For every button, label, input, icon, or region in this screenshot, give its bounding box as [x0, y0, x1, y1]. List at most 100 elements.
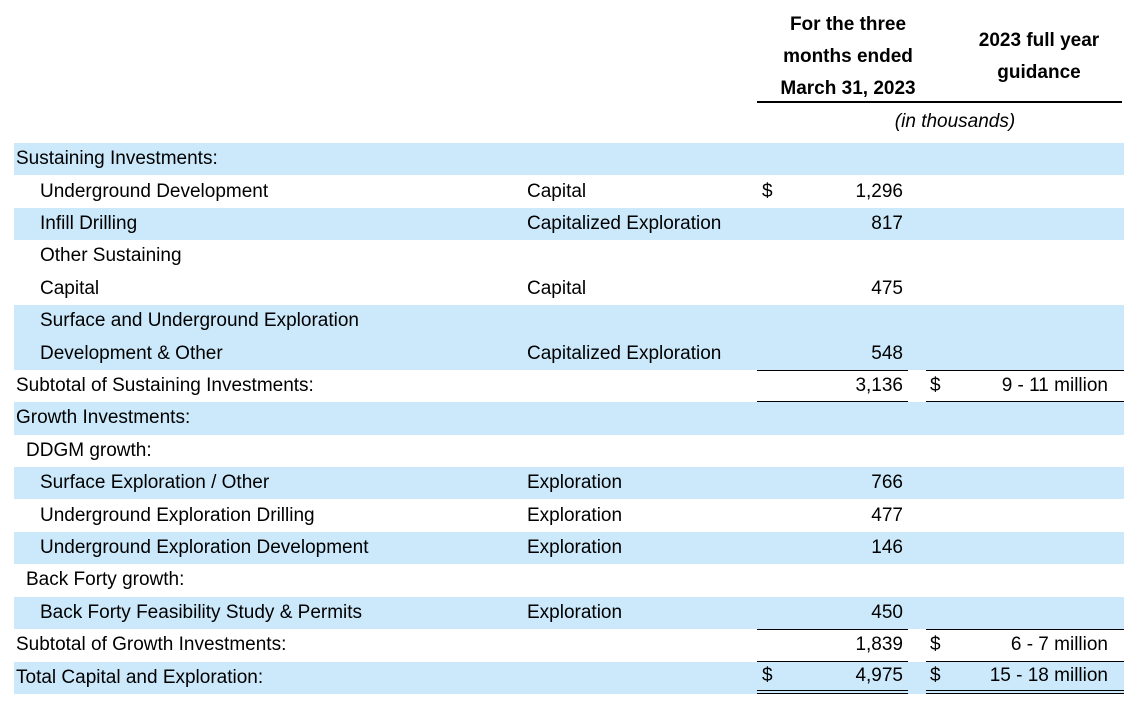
row-amount-cell: 475 — [757, 273, 908, 305]
row-amount-cell — [757, 402, 908, 434]
row-guidance-cell — [926, 597, 1124, 629]
table-row: DDGM growth: — [14, 435, 1124, 467]
row-category — [527, 629, 757, 661]
table-row: Back Forty Feasibility Study & Permits Ex… — [14, 596, 1124, 630]
row-label: Total Capital and Exploration: — [16, 666, 264, 688]
dollar-sign: $ — [930, 375, 941, 397]
row-amount-cell — [757, 564, 908, 596]
header-guidance-line: guidance — [997, 62, 1081, 83]
row-label: Growth Investments: — [16, 407, 191, 429]
row-category — [527, 435, 757, 467]
column-gap — [908, 467, 926, 499]
row-amount: 548 — [871, 342, 903, 364]
table-row: Surface Exploration / Other Exploration 76… — [14, 467, 1124, 500]
row-guidance-cell: $9 - 11 million — [926, 369, 1124, 403]
header-guidance-column: 2023 full year guidance — [944, 25, 1134, 89]
header-period-column: For the three months ended March 31, 202… — [752, 9, 944, 105]
row-amount-cell: 766 — [757, 467, 908, 499]
header-period-line: March 31, 2023 — [780, 78, 916, 99]
row-guidance: 15 - 18 million — [989, 664, 1108, 686]
row-amount: 450 — [871, 601, 903, 623]
row-amount: 146 — [871, 537, 903, 559]
row-guidance: 6 - 7 million — [1010, 634, 1108, 656]
dollar-sign: $ — [930, 634, 941, 656]
row-guidance-cell — [926, 208, 1124, 240]
row-amount: 475 — [871, 277, 903, 299]
dollar-sign: $ — [762, 180, 773, 202]
row-amount-cell: 477 — [757, 499, 908, 531]
header-period-line: months ended — [783, 46, 913, 67]
table-row: Subtotal of Sustaining Investments: 3,136… — [14, 369, 1124, 403]
table-row: Sustaining Investments: — [14, 143, 1124, 176]
row-guidance-cell — [926, 435, 1124, 467]
row-amount-cell: $4,975 — [757, 662, 908, 694]
row-category — [527, 370, 757, 402]
row-guidance-cell — [926, 305, 1124, 337]
table-row: Development & Other Capitalized Explorati… — [14, 337, 1124, 370]
row-amount-cell — [757, 143, 908, 175]
row-category: Exploration — [527, 601, 623, 623]
header-underline — [757, 101, 1122, 103]
row-label: Infill Drilling — [40, 213, 138, 235]
row-label: Underground Development — [40, 180, 269, 202]
header-period-line: For the three — [789, 14, 907, 35]
column-gap — [908, 337, 926, 369]
column-gap — [908, 629, 926, 661]
column-gap — [908, 532, 926, 564]
table-row: Other Sustaining — [14, 240, 1124, 272]
column-gap — [908, 402, 926, 434]
column-gap — [908, 597, 926, 629]
row-guidance-cell — [926, 175, 1124, 207]
column-gap — [908, 305, 926, 337]
table-row: Capital Capital 475 — [14, 273, 1124, 305]
row-amount-cell: 450 — [757, 597, 908, 629]
row-amount-cell: 817 — [757, 208, 908, 240]
column-gap — [908, 499, 926, 531]
row-amount: 4,975 — [855, 664, 903, 686]
row-guidance-cell — [926, 564, 1124, 596]
row-label: Underground Exploration Drilling — [40, 504, 315, 526]
column-gap — [908, 564, 926, 596]
row-category: Capital — [527, 277, 587, 299]
row-label: Back Forty growth: — [26, 569, 185, 591]
row-label: Capital — [40, 277, 100, 299]
row-label: Development & Other — [40, 342, 223, 364]
row-guidance-cell: $15 - 18 million — [926, 662, 1124, 694]
row-amount-cell: $1,296 — [757, 175, 908, 207]
row-label: Sustaining Investments: — [16, 148, 218, 170]
row-amount-cell: 146 — [757, 532, 908, 564]
column-gap — [908, 370, 926, 402]
row-label: Subtotal of Sustaining Investments: — [16, 375, 314, 397]
row-label: Other Sustaining — [40, 245, 182, 267]
column-gap — [908, 208, 926, 240]
row-category: Exploration — [527, 504, 623, 526]
row-amount-cell — [757, 305, 908, 337]
row-category — [527, 305, 757, 337]
dollar-sign: $ — [762, 664, 773, 686]
table-row: Back Forty growth: — [14, 564, 1124, 596]
row-category: Capitalized Exploration — [527, 213, 722, 235]
investments-table: Sustaining Investments: Underground Devel… — [14, 143, 1124, 694]
table-row: Total Capital and Exploration: $4,975 $15 … — [14, 661, 1124, 694]
column-gap — [908, 273, 926, 305]
row-guidance-cell — [926, 499, 1124, 531]
row-label: DDGM growth: — [26, 439, 152, 461]
row-guidance-cell — [926, 273, 1124, 305]
row-amount: 766 — [871, 472, 903, 494]
row-label: Surface and Underground Exploration — [40, 310, 359, 332]
row-category — [527, 143, 757, 175]
table-row: Underground Exploration Drilling Explorat… — [14, 499, 1124, 531]
row-guidance: 9 - 11 million — [1001, 375, 1108, 397]
table-row: Growth Investments: — [14, 402, 1124, 435]
column-gap — [908, 143, 926, 175]
row-label: Subtotal of Growth Investments: — [16, 634, 287, 656]
units-note: (in thousands) — [894, 111, 1016, 132]
row-amount-cell: 1,839 — [757, 629, 908, 662]
row-category: Exploration — [527, 537, 623, 559]
column-gap — [908, 175, 926, 207]
row-category: Capital — [527, 180, 587, 202]
row-label: Surface Exploration / Other — [40, 472, 270, 494]
row-category — [527, 240, 757, 272]
row-label: Back Forty Feasibility Study & Permits — [40, 601, 363, 623]
row-amount: 1,296 — [855, 180, 903, 202]
